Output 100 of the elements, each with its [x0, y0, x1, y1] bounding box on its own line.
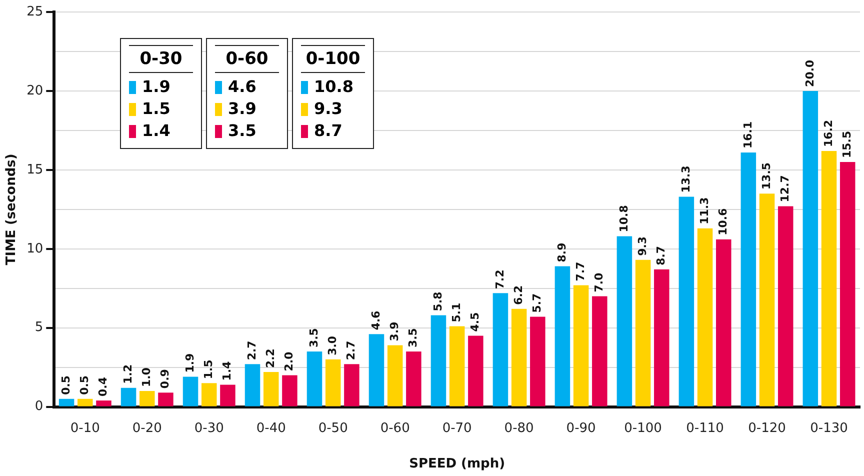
- data-label: 11.3: [698, 197, 711, 224]
- data-label: 16.1: [741, 121, 754, 149]
- annotation: 3.9: [228, 98, 256, 120]
- bar: [740, 152, 756, 406]
- bar: [244, 364, 260, 406]
- bar: [344, 364, 360, 406]
- bar: [430, 315, 446, 406]
- bar: [654, 269, 670, 406]
- x-tick-label: 0-40: [256, 420, 286, 436]
- data-label: 6.2: [512, 285, 525, 305]
- bar: [821, 150, 837, 406]
- data-label: 2.7: [245, 340, 258, 360]
- annotation: 0-60: [215, 45, 279, 73]
- data-label: 7.7: [574, 262, 587, 282]
- bar: [492, 293, 508, 406]
- x-tick-label: 0-90: [566, 420, 596, 436]
- bar: [468, 336, 484, 406]
- bar: [678, 196, 694, 406]
- bar: [840, 162, 856, 406]
- data-label: 13.5: [760, 162, 773, 190]
- bar: [554, 266, 570, 406]
- bar: [406, 352, 422, 406]
- x-tick-label: 0-60: [380, 420, 410, 436]
- data-label: 5.8: [431, 292, 444, 312]
- data-label: 2.0: [282, 351, 296, 372]
- data-label: 15.5: [840, 130, 854, 158]
- data-label: 4.6: [369, 310, 382, 330]
- bar: [78, 398, 93, 406]
- annotation: 1.5: [142, 98, 170, 120]
- bar: [387, 345, 403, 406]
- bar: [58, 398, 74, 406]
- data-label: 10.8: [617, 205, 630, 232]
- bar: [368, 334, 384, 406]
- x-tick-label: 0-130: [810, 420, 848, 436]
- data-label: 8.7: [654, 246, 668, 266]
- bar: [697, 228, 713, 406]
- data-label: 4.5: [468, 312, 482, 332]
- y-tick-label: 20: [26, 83, 44, 98]
- annotation: 0-100: [301, 45, 365, 73]
- data-label: 16.2: [822, 120, 835, 147]
- bar: [778, 206, 794, 406]
- data-label: 10.6: [716, 208, 730, 236]
- bar: [306, 352, 322, 406]
- bar: [759, 194, 775, 406]
- data-label: 2.7: [344, 340, 358, 360]
- data-label: 5.7: [530, 293, 544, 313]
- bar: [530, 316, 546, 406]
- bar: [802, 90, 818, 406]
- data-label: 7.0: [592, 272, 606, 292]
- y-tick-label: 15: [26, 162, 44, 178]
- bar: [592, 296, 608, 406]
- data-label: 0.9: [158, 369, 172, 389]
- x-axis-title: SPEED (mph): [409, 456, 506, 472]
- annotation: 10.8: [314, 76, 354, 98]
- data-label: 7.2: [493, 270, 506, 290]
- data-label: 1.0: [140, 367, 153, 388]
- data-label: 13.3: [679, 166, 692, 193]
- x-tick-label: 0-70: [442, 420, 472, 436]
- x-tick-label: 0-10: [70, 420, 100, 436]
- y-tick-label: 5: [34, 320, 44, 336]
- bar: [635, 260, 651, 406]
- data-label: 3.5: [307, 328, 320, 348]
- x-tick-label: 0-20: [132, 420, 162, 436]
- bar: [511, 308, 527, 406]
- bar: [716, 239, 732, 406]
- data-label: 12.7: [778, 175, 792, 202]
- y-tick-label: 10: [26, 241, 44, 256]
- data-label: 9.3: [636, 236, 649, 256]
- data-label: 1.4: [220, 360, 234, 381]
- data-label: 1.2: [121, 364, 134, 384]
- bar: [263, 372, 279, 406]
- bar: [616, 236, 632, 406]
- bar: [573, 285, 589, 406]
- bar: [140, 391, 155, 406]
- y-axis-title: TIME (seconds): [4, 154, 20, 266]
- data-label: 3.9: [388, 322, 401, 342]
- bar: [96, 400, 112, 406]
- bar: [449, 326, 465, 406]
- bar: [282, 375, 298, 406]
- bar: [220, 384, 236, 406]
- annotation: 9.3: [314, 98, 342, 120]
- bar: [158, 392, 174, 406]
- data-label: 1.5: [202, 360, 215, 380]
- data-label: 8.9: [555, 242, 568, 262]
- y-tick-label: 0: [34, 399, 44, 414]
- x-tick-label: 0-50: [318, 420, 348, 436]
- data-label: 1.9: [183, 353, 196, 373]
- annotation: 0-30: [129, 45, 193, 73]
- bar: [201, 383, 217, 406]
- x-tick-label: 0-110: [686, 420, 724, 436]
- annotation: 4.6: [228, 76, 256, 98]
- data-label: 3.5: [406, 328, 420, 348]
- bar: [325, 359, 341, 406]
- y-tick-label: 25: [26, 4, 44, 20]
- x-tick-label: 0-120: [748, 420, 786, 436]
- x-tick-label: 0-80: [504, 420, 534, 436]
- data-label: 0.5: [78, 375, 91, 395]
- bar: [182, 376, 198, 406]
- data-label: 20.0: [803, 59, 816, 87]
- x-tick-label: 0-30: [194, 420, 224, 436]
